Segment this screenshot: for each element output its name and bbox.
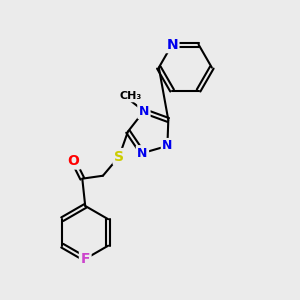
- Text: F: F: [80, 252, 90, 266]
- Text: N: N: [162, 140, 172, 152]
- Text: N: N: [139, 105, 149, 118]
- Text: CH₃: CH₃: [119, 92, 142, 101]
- Text: N: N: [137, 147, 148, 160]
- Text: O: O: [68, 154, 80, 168]
- Text: N: N: [166, 38, 178, 52]
- Text: S: S: [114, 150, 124, 164]
